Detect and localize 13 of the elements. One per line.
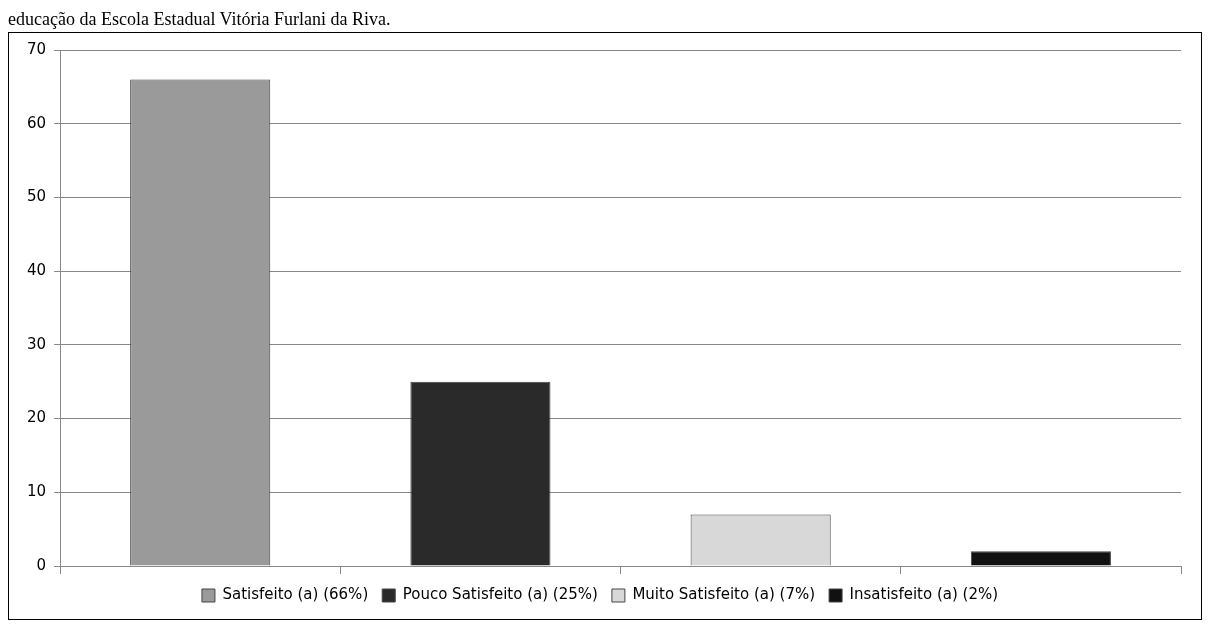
y-tick-label: 20 [26, 408, 47, 427]
y-tick-label: 60 [26, 113, 47, 132]
chart-title: educação da Escola Estadual Vitória Furlani da Riva. [8, 8, 392, 31]
y-tick-label: 10 [26, 482, 47, 501]
y-tick-label: 70 [26, 39, 47, 58]
legend-label: Satisfeito (a) (66%) [222, 585, 369, 604]
y-tick-label: 40 [26, 261, 47, 280]
legend-label: Insatisfeito (a) (2%) [849, 585, 999, 604]
y-tick-label: 30 [26, 334, 47, 353]
y-tick-label: 0 [36, 555, 47, 574]
legend-label: Pouco Satisfeito (a) (25%) [402, 585, 598, 604]
y-tick-label: 50 [26, 187, 47, 206]
legend-label: Muito Satisfeito (a) (7%) [632, 585, 816, 604]
